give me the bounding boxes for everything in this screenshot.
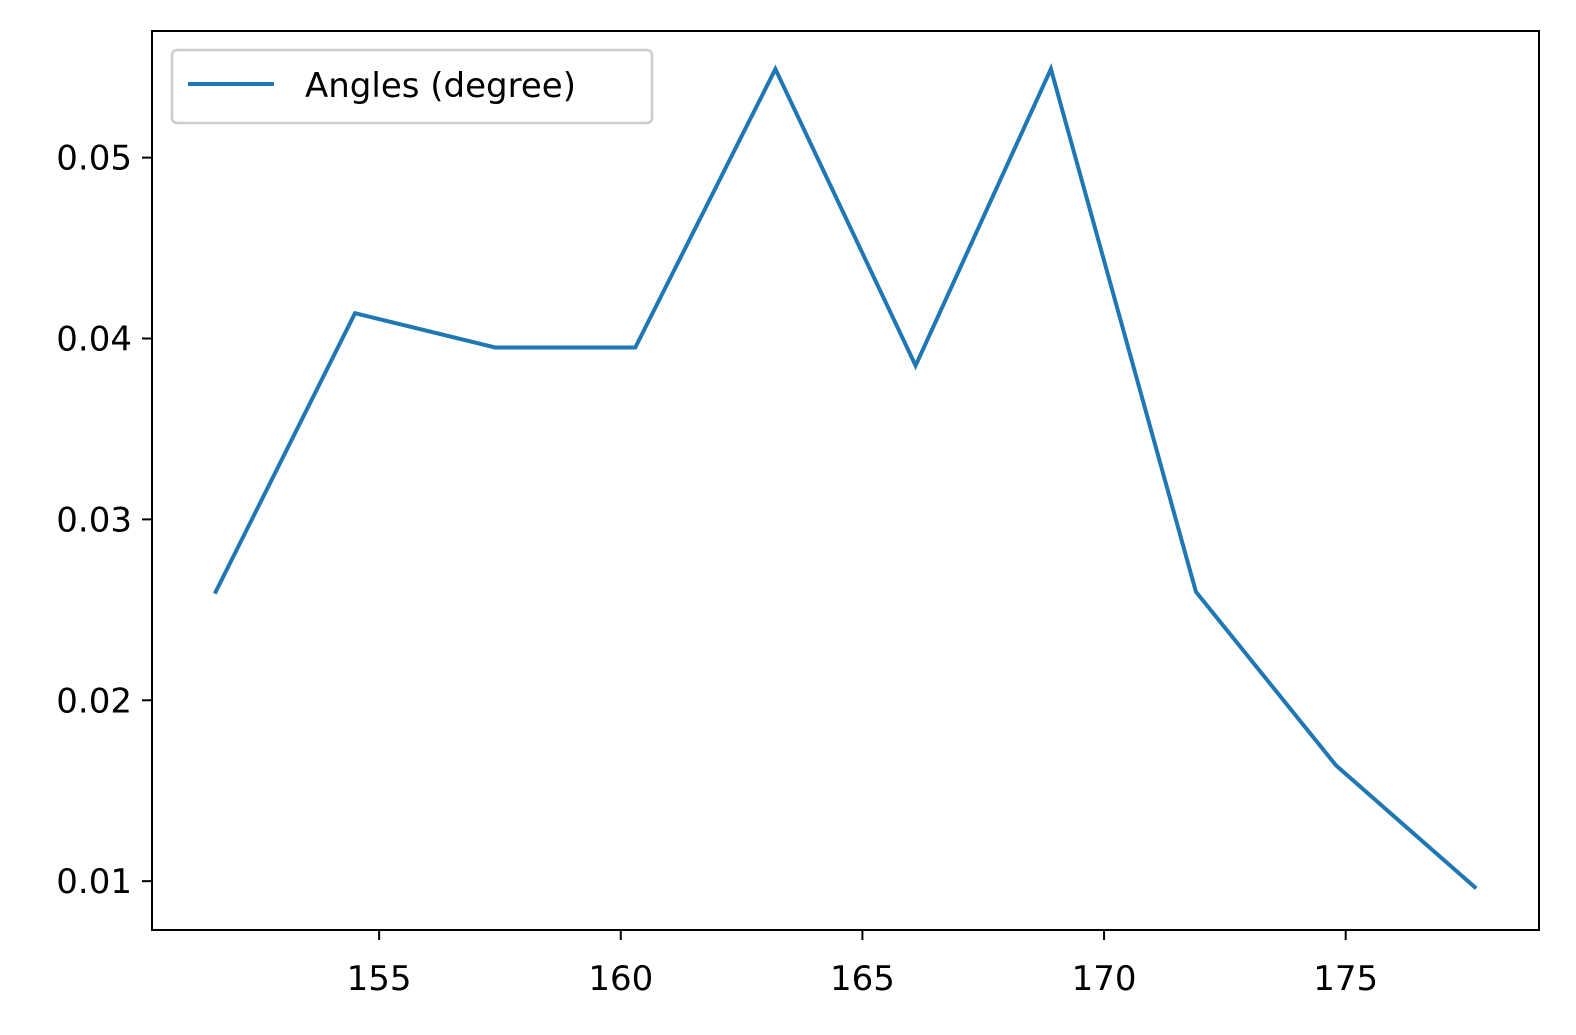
- y-tick-label: 0.05: [56, 139, 132, 179]
- legend: Angles (degree): [170, 48, 654, 125]
- x-tick-label: 155: [347, 959, 412, 999]
- legend-label: Angles (degree): [305, 66, 576, 106]
- y-tick-label: 0.01: [56, 862, 132, 902]
- legend-box: [170, 48, 654, 125]
- x-axis: 155 160 165 170 175: [347, 930, 1378, 999]
- x-tick-label: 160: [588, 959, 653, 999]
- x-tick-label: 175: [1313, 959, 1378, 999]
- y-tick-label: 0.04: [56, 320, 132, 360]
- series-line: [213, 63, 1478, 890]
- plot-frame: [151, 30, 1540, 931]
- y-tick-label: 0.02: [56, 681, 132, 721]
- y-tick-label: 0.03: [56, 500, 132, 540]
- x-tick-label: 165: [830, 959, 895, 999]
- plot-series: [213, 63, 1478, 890]
- x-tick-label: 170: [1072, 959, 1137, 999]
- y-axis: 0.01 0.02 0.03 0.04 0.05: [56, 139, 152, 902]
